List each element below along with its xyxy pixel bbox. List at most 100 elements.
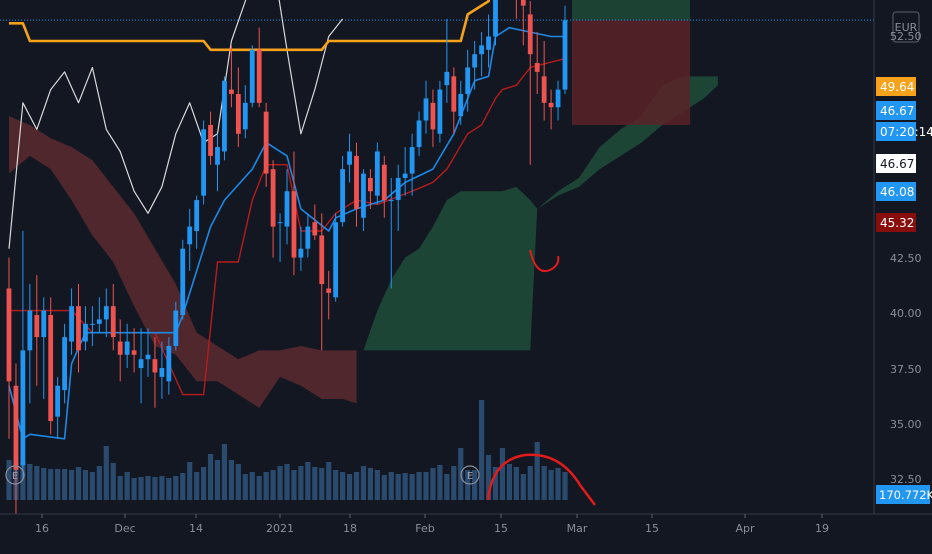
earnings-marker-2[interactable]: E [460, 465, 480, 485]
candle[interactable] [465, 49, 471, 112]
candle[interactable] [416, 111, 422, 156]
candle[interactable] [527, 1, 533, 165]
candle[interactable] [541, 40, 547, 121]
candle[interactable] [103, 288, 109, 338]
candle[interactable] [159, 341, 165, 399]
candle[interactable] [374, 142, 380, 205]
candle[interactable] [131, 328, 137, 373]
candle[interactable] [534, 32, 540, 94]
candle[interactable] [319, 213, 325, 351]
candle[interactable] [520, 0, 526, 46]
candle[interactable] [284, 169, 290, 245]
candle[interactable] [263, 102, 269, 187]
candle[interactable] [548, 89, 554, 130]
price-tag[interactable]: 46.67 [876, 101, 916, 120]
candle[interactable] [194, 195, 200, 249]
candle[interactable] [124, 323, 130, 369]
candle[interactable] [166, 337, 172, 395]
candle[interactable] [381, 155, 387, 218]
candle[interactable] [222, 76, 227, 161]
candle[interactable] [368, 169, 373, 209]
volume-tag[interactable]: 170.772K [876, 485, 932, 504]
candle[interactable] [423, 80, 429, 134]
candle[interactable] [69, 288, 74, 355]
candle[interactable] [486, 14, 491, 68]
candle[interactable] [242, 85, 248, 139]
candle[interactable] [34, 275, 40, 386]
candle[interactable] [27, 284, 33, 404]
price-tag[interactable]: 07:20:14 [876, 122, 932, 141]
candle[interactable] [458, 80, 464, 125]
candle[interactable] [395, 164, 401, 232]
candle[interactable] [110, 284, 116, 351]
candle[interactable] [138, 328, 144, 404]
price-tag[interactable]: 46.08 [876, 182, 916, 201]
candle[interactable] [326, 270, 332, 320]
candle[interactable] [409, 133, 415, 196]
candle[interactable] [208, 111, 213, 165]
candle[interactable] [451, 67, 457, 134]
candle[interactable] [90, 306, 95, 346]
candle[interactable] [340, 155, 345, 227]
candle[interactable] [173, 301, 179, 351]
candle[interactable] [479, 32, 484, 77]
candle[interactable] [152, 337, 158, 408]
candle[interactable] [555, 80, 561, 121]
candle[interactable] [62, 323, 67, 404]
candle[interactable] [305, 213, 311, 258]
position-stop-zone[interactable] [571, 20, 691, 125]
candle[interactable] [277, 213, 283, 262]
candle[interactable] [270, 160, 276, 258]
candle[interactable] [472, 40, 478, 90]
candle[interactable] [347, 133, 352, 183]
candle[interactable] [201, 120, 206, 205]
candle[interactable] [249, 45, 255, 108]
time-tick-label: 19 [815, 522, 829, 535]
candle[interactable] [312, 204, 318, 240]
candle[interactable] [96, 297, 102, 333]
volume-bar [485, 455, 492, 500]
price-tag[interactable]: 45.32 [876, 213, 916, 232]
volume-bar [319, 468, 325, 500]
candle-body [548, 102, 554, 108]
candle[interactable] [402, 147, 408, 196]
candle[interactable] [76, 284, 81, 373]
position-profit-zone[interactable] [571, 0, 691, 21]
candle[interactable] [493, 0, 498, 46]
candle[interactable] [55, 376, 61, 439]
candle[interactable] [298, 226, 304, 271]
candle[interactable] [229, 45, 234, 108]
candle[interactable] [514, 0, 519, 19]
cloud-red-region [9, 116, 357, 408]
currency-badge[interactable]: EUR [892, 11, 920, 43]
candle-body [256, 49, 262, 103]
candle[interactable] [430, 89, 436, 148]
candle[interactable] [444, 18, 450, 103]
candle[interactable] [333, 213, 339, 302]
candle[interactable] [291, 151, 297, 276]
candle[interactable] [235, 67, 241, 148]
candle[interactable] [83, 306, 88, 351]
candle[interactable] [20, 231, 26, 479]
candle[interactable] [6, 257, 12, 439]
price-tag[interactable]: 46.67 [876, 154, 916, 173]
candle[interactable] [361, 169, 366, 232]
candle[interactable] [215, 133, 220, 192]
candle[interactable] [256, 27, 262, 108]
candle[interactable] [145, 328, 151, 377]
candle-body [527, 14, 533, 55]
candle[interactable] [187, 208, 193, 271]
candle[interactable] [562, 5, 568, 94]
volume-bar [298, 466, 304, 500]
candle[interactable] [388, 177, 394, 289]
candle[interactable] [180, 239, 186, 320]
candle[interactable] [354, 142, 359, 227]
price-tag[interactable]: 49.64 [876, 77, 916, 96]
earnings-marker-1[interactable]: E [5, 465, 25, 485]
candle[interactable] [117, 319, 123, 382]
candle[interactable] [48, 297, 54, 435]
candle[interactable] [437, 80, 443, 143]
candle[interactable] [41, 297, 47, 399]
